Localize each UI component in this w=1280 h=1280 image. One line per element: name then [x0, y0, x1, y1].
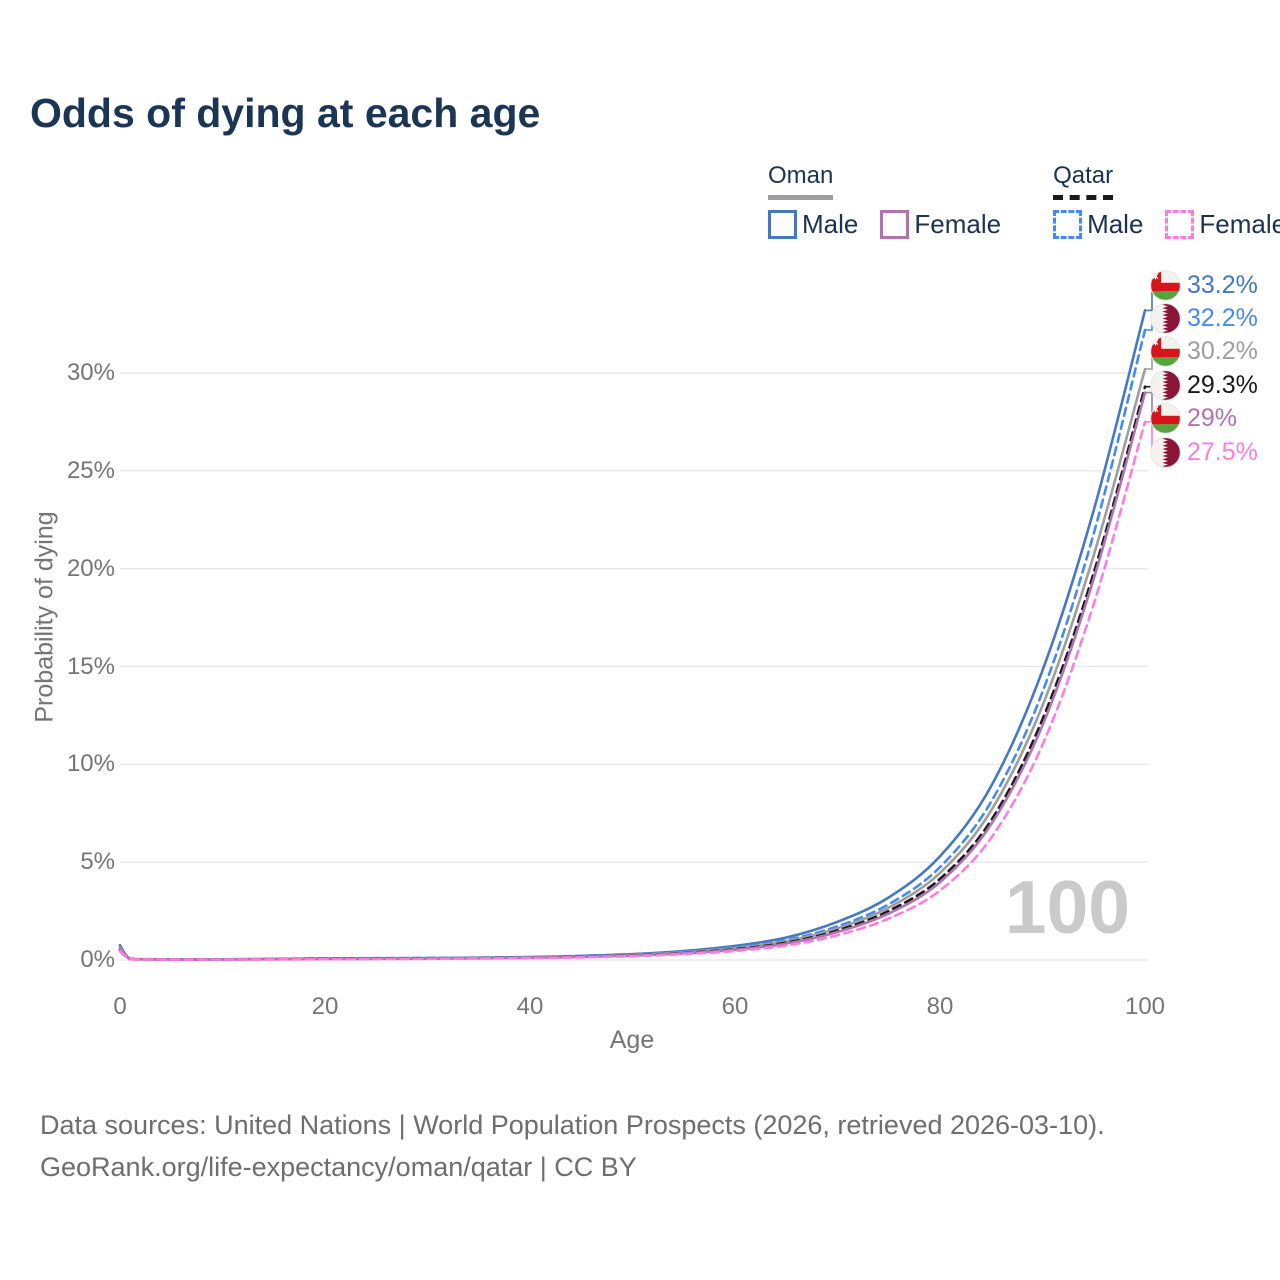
end-label-value: 33.2% — [1187, 270, 1258, 299]
legend-item-label: Female — [914, 209, 1002, 239]
end-label-qatar-male: 32.2% — [1150, 302, 1258, 334]
end-label-oman-female: 29% — [1150, 403, 1237, 435]
y-tick-label: 0% — [80, 946, 115, 973]
oman-male-swatch-icon — [768, 210, 797, 239]
legend-group-title-qatar: Qatar — [1053, 162, 1114, 200]
line-qatar-male — [118, 328, 1147, 961]
line-qatar — [118, 385, 1147, 961]
x-tick-label: 20 — [311, 993, 339, 1020]
legend-item-label: Male — [802, 209, 859, 239]
qatar-flag-icon — [1150, 436, 1181, 468]
end-label-value: 27.5% — [1187, 437, 1258, 466]
end-label-value: 30.2% — [1187, 337, 1258, 366]
legend-item-label: Female — [1199, 209, 1280, 239]
legend-group-title-oman: Oman — [768, 162, 834, 200]
oman-flag-icon — [1150, 403, 1181, 434]
y-tick-label: 15% — [66, 652, 115, 680]
line-oman-female — [118, 391, 1147, 961]
page-title: Odds of dying at each age — [30, 90, 541, 136]
x-tick-label: 80 — [926, 993, 954, 1020]
y-tick-label: 20% — [66, 554, 115, 582]
legend-item-qatar-male[interactable]: Male — [1053, 209, 1143, 240]
legend-items-oman: Male Female — [768, 209, 1001, 240]
x-tick-label: 60 — [721, 993, 749, 1020]
x-tick-label: 100 — [1124, 993, 1166, 1020]
end-label-oman: 30.2% — [1150, 336, 1258, 368]
legend-item-oman-male[interactable]: Male — [768, 209, 858, 240]
y-tick-label: 25% — [66, 456, 115, 484]
qatar-flag-icon — [1150, 303, 1181, 334]
end-label-qatar: 29.3% — [1150, 369, 1258, 401]
data-sources-line1: Data sources: United Nations | World Pop… — [40, 1110, 1105, 1140]
legend-group-oman: Oman Male Female — [768, 162, 1001, 240]
end-label-value: 29.3% — [1187, 370, 1258, 399]
mortality-curves — [118, 309, 1147, 961]
x-tick-label: 40 — [516, 993, 544, 1020]
x-axis-title: Age — [609, 1026, 655, 1054]
end-label-qatar-female: 27.5% — [1150, 436, 1258, 468]
line-oman — [118, 367, 1147, 961]
y-tick-label: 30% — [66, 359, 115, 386]
y-tick-label: 10% — [66, 750, 115, 778]
line-qatar-female — [118, 420, 1147, 961]
legend-item-qatar-female[interactable]: Female — [1165, 209, 1280, 240]
end-label-oman-male: 33.2% — [1150, 269, 1258, 301]
legend-item-label: Male — [1087, 209, 1144, 239]
oman-flag-icon — [1150, 269, 1181, 301]
data-sources-line2: GeoRank.org/life-expectancy/oman/qatar |… — [40, 1152, 637, 1182]
gridlines — [120, 372, 1148, 961]
legend-items-qatar: Male Female — [1053, 209, 1280, 240]
qatar-male-swatch-icon — [1053, 210, 1083, 239]
legend: Oman Male Female Qatar Male — [768, 162, 1280, 240]
oman-female-swatch-icon — [880, 210, 910, 239]
data-sources: Data sources: United Nations | World Pop… — [40, 1104, 1105, 1188]
y-tick-label: 5% — [80, 848, 115, 876]
x-tick-label: 0 — [113, 993, 127, 1020]
oman-flag-icon — [1150, 336, 1181, 368]
qatar-female-swatch-icon — [1165, 210, 1195, 239]
legend-group-qatar: Qatar Male Female — [1053, 162, 1280, 240]
y-axis-title: Probability of dying — [30, 511, 59, 723]
end-label-value: 29% — [1187, 404, 1238, 433]
age-watermark: 100 — [1004, 865, 1130, 949]
legend-item-oman-female[interactable]: Female — [880, 209, 1001, 240]
qatar-flag-icon — [1150, 369, 1181, 401]
end-label-value: 32.2% — [1187, 303, 1258, 332]
